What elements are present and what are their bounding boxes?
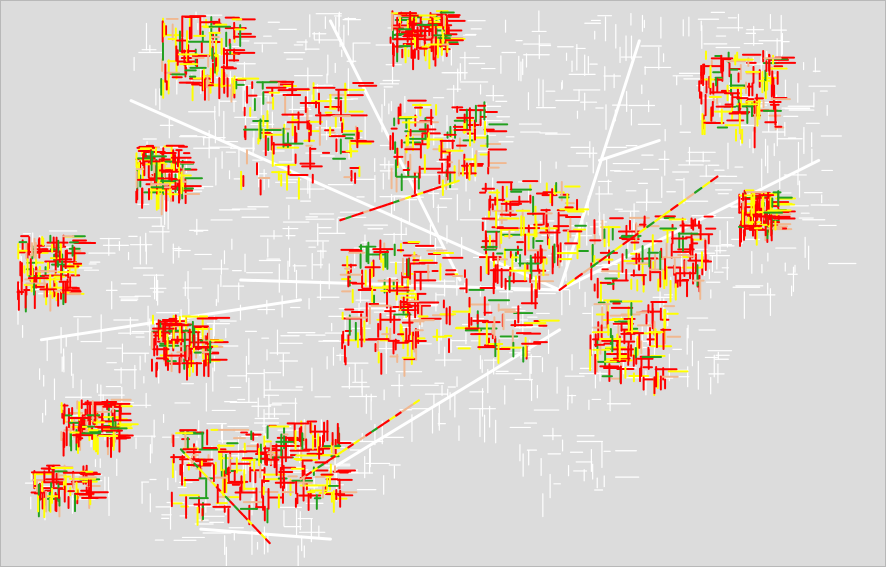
road-segment — [401, 407, 409, 413]
road-segment — [339, 217, 347, 222]
road-segment — [329, 455, 337, 461]
road-segment — [558, 284, 568, 292]
road-segment — [452, 179, 460, 184]
road-segment — [375, 205, 383, 210]
road-segment — [701, 181, 711, 188]
road-segment — [670, 204, 679, 211]
road-segment — [184, 453, 191, 460]
road-segment — [247, 519, 253, 526]
road-segment — [574, 272, 584, 280]
road-segment — [211, 481, 218, 488]
road-segment — [686, 192, 695, 200]
road-segment — [434, 185, 442, 190]
road-segment — [215, 486, 222, 493]
road-segment — [630, 232, 639, 240]
road-segment — [566, 278, 576, 286]
road-segment — [188, 457, 195, 464]
road-segment — [238, 509, 244, 516]
road-segment — [622, 238, 631, 246]
road-segment — [389, 415, 397, 421]
road-segment — [351, 213, 359, 218]
road-segment — [387, 201, 395, 206]
road-segment — [256, 528, 262, 535]
road-segment — [335, 451, 343, 457]
road-segment — [395, 411, 403, 417]
road-segment — [411, 193, 418, 198]
road-segment — [233, 505, 240, 512]
road-segment — [369, 207, 377, 212]
road-segment — [323, 459, 331, 465]
road-segment — [405, 195, 413, 200]
road-segment — [407, 403, 415, 409]
road-segment — [416, 191, 424, 196]
road-segment — [371, 427, 379, 433]
road-segment — [709, 175, 719, 183]
road-segment — [357, 211, 365, 216]
road-segment — [377, 423, 385, 429]
road-condition-segments — [16, 10, 797, 545]
road-segment — [242, 514, 249, 521]
road-segment — [265, 538, 271, 545]
road-segment — [260, 533, 267, 540]
road-segment — [251, 524, 258, 531]
road-segment — [694, 186, 703, 194]
road-segment — [606, 249, 615, 257]
road-segment — [359, 435, 367, 441]
road-segment — [299, 475, 307, 481]
road-segment — [220, 490, 226, 497]
road-segment — [413, 399, 420, 405]
road-segment — [422, 189, 430, 194]
major-road — [597, 139, 661, 162]
road-segment — [345, 215, 353, 220]
road-segment — [229, 500, 235, 507]
road-segment — [678, 198, 687, 206]
road-segment — [582, 267, 591, 274]
road-segment — [662, 209, 671, 217]
road-segment — [193, 462, 200, 469]
road-segment — [311, 467, 319, 473]
road-segment — [224, 495, 231, 502]
road-segment — [598, 255, 607, 263]
road-segment — [353, 439, 361, 445]
road-segment — [202, 471, 209, 478]
road-segment — [399, 197, 407, 202]
road-segment — [614, 244, 623, 251]
road-segment — [428, 187, 436, 192]
road-segment — [317, 463, 325, 469]
road-segment — [440, 183, 448, 188]
road-segment — [179, 448, 186, 455]
road-segment — [365, 431, 373, 437]
major-road — [328, 328, 562, 471]
major-road — [558, 39, 641, 292]
road-segment — [646, 221, 655, 229]
major-road — [199, 527, 332, 541]
road-segment — [197, 467, 204, 474]
road-segment — [347, 443, 355, 449]
road-segment — [341, 447, 349, 453]
road-segment — [393, 199, 401, 204]
road-segment — [638, 226, 647, 234]
road-segment — [305, 471, 313, 477]
road-segment — [654, 215, 663, 223]
road-segment — [446, 181, 454, 186]
road-segment — [206, 476, 213, 483]
road-segment — [590, 261, 599, 269]
road-segment — [381, 203, 389, 208]
road-segment — [363, 209, 371, 214]
road-segment — [383, 419, 391, 425]
